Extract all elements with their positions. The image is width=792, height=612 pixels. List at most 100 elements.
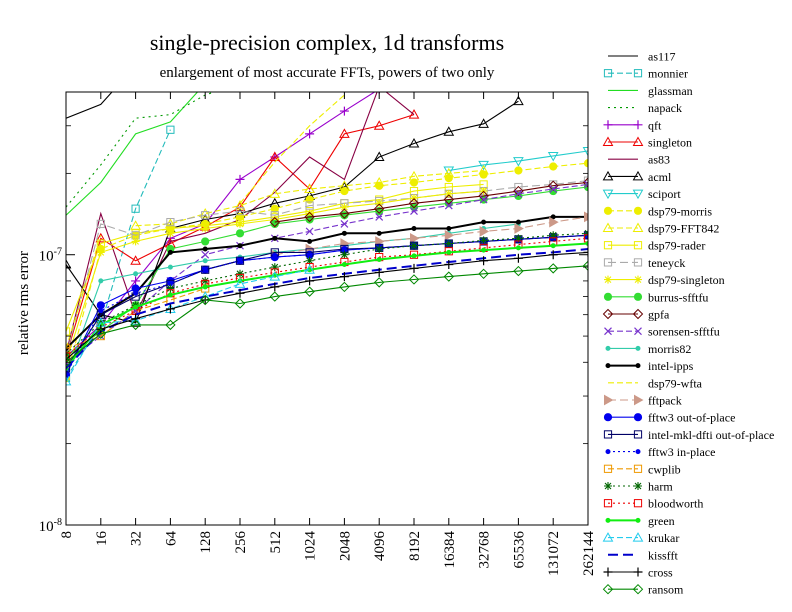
x-tick-label: 1024 (303, 531, 319, 562)
data-point-intel-ipps (272, 235, 278, 241)
data-point-dsp79-singleton (131, 237, 140, 246)
data-point-singleton (95, 232, 107, 243)
data-point-dsp79-morris (305, 195, 314, 204)
data-point-sorensen-sfftfu (410, 207, 418, 216)
data-point-dsp79-rader (96, 239, 105, 248)
legend-marker (633, 464, 643, 473)
data-point-gpfa (513, 185, 524, 197)
legend-marker (602, 308, 614, 320)
data-point-dsp79-fft842 (443, 167, 455, 178)
legend-marker (605, 363, 611, 369)
data-point-ransom (269, 291, 281, 302)
x-tick-label: 32768 (477, 531, 493, 569)
legend-label: qft (648, 118, 662, 132)
legend-entry-dsp79-fft842: dsp79-FFT842 (602, 222, 719, 236)
legend-entry-fftw3-in-place: fftw3 in-place (605, 445, 715, 459)
legend-label: bloodworth (648, 497, 703, 511)
legend-entry-dsp79-morris: dsp79-morris (603, 204, 712, 218)
series-napack (66, 92, 217, 208)
data-point-green (202, 284, 208, 290)
legend-marker (634, 275, 642, 284)
data-point-acml (478, 118, 489, 128)
data-point-harm (375, 244, 384, 253)
data-point-dsp79-singleton (201, 224, 210, 233)
legend-marker (602, 189, 614, 200)
data-point-teneyck (166, 218, 175, 227)
data-point-sciport (478, 160, 489, 171)
data-point-dsp79-morris (340, 186, 349, 196)
data-point-ransom (130, 319, 141, 331)
legend-label: fftw3 in-place (648, 445, 715, 459)
data-point-dsp79-singleton (236, 219, 244, 228)
series-group (66, 92, 588, 386)
series-line-dsp79-wfta (239, 94, 345, 204)
x-tick-label: 64 (163, 531, 179, 547)
legend-marker (602, 583, 614, 595)
x-tick-label: 262144 (581, 531, 597, 577)
series-kissfft (66, 248, 588, 369)
legend-marker (603, 258, 613, 267)
legend-marker (633, 120, 643, 130)
legend-entry-cross: cross (603, 566, 673, 580)
data-point-intel-ipps (167, 249, 173, 255)
legend-marker (603, 241, 613, 250)
data-point-sciport (443, 166, 455, 176)
data-point-intel-ipps (481, 219, 487, 225)
data-point-intel-ipps (446, 226, 452, 232)
data-point-intel-mkl-dfti-out-of-place (235, 256, 245, 265)
legend-marker (635, 449, 641, 455)
data-point-intel-ipps (341, 230, 347, 236)
data-point-dsp79-fft842 (408, 170, 420, 181)
x-tick-label: 128 (198, 531, 214, 554)
legend-entry-sciport: sciport (602, 187, 681, 201)
series-line-dsp79-wfta (66, 235, 102, 349)
data-point-cross (235, 288, 245, 298)
series-line-teneyck (66, 180, 588, 357)
x-tick-label: 16384 (442, 531, 458, 569)
data-point-green (515, 245, 521, 251)
legend-label: as117 (648, 50, 676, 64)
data-point-burrus-sfftfu (235, 229, 245, 238)
data-point-krukar (269, 271, 281, 281)
data-point-morris82 (133, 271, 139, 277)
legend-label: intel-mkl-dfti out-of-place (648, 428, 774, 442)
data-point-fftpack (479, 226, 490, 237)
data-point-monnier (131, 204, 140, 213)
data-point-acml (373, 151, 385, 161)
legend-marker (633, 567, 643, 577)
data-point-intel-mkl-dfti-out-of-place (201, 265, 210, 274)
legend-marker (602, 532, 614, 542)
legend-marker (632, 136, 644, 146)
legend-marker (635, 517, 641, 523)
legend-marker (633, 69, 643, 78)
data-point-green (411, 253, 417, 259)
legend-entry-dsp79-singleton: dsp79-singleton (604, 273, 725, 287)
legend: as117 monnier glassman napack qft singleton as… (602, 50, 774, 597)
data-point-fftw3-in-place (133, 290, 139, 296)
data-point-fftw3-in-place (272, 254, 278, 260)
data-point-qft (305, 129, 315, 139)
data-point-harm (410, 241, 418, 250)
legend-marker (602, 170, 614, 181)
legend-entry-dsp79-wfta: dsp79-wfta (608, 376, 703, 390)
data-point-green (341, 262, 347, 268)
legend-label: krukar (648, 531, 679, 545)
data-point-ransom (547, 263, 559, 274)
data-point-gpfa (443, 194, 455, 205)
data-point-morris82 (167, 264, 173, 270)
legend-label: burrus-sfftfu (648, 290, 708, 304)
series-line-burrus-sfftfu (66, 186, 588, 358)
data-point-acml (443, 126, 455, 136)
legend-label: acml (648, 170, 672, 184)
x-tick-label: 512 (268, 531, 284, 554)
legend-label: cross (648, 566, 673, 580)
data-point-cross (444, 260, 454, 270)
data-point-dsp79-morris (514, 166, 523, 175)
legend-marker (603, 292, 613, 301)
data-point-green (481, 247, 487, 253)
legend-label: as83 (648, 153, 670, 167)
data-point-sorensen-sfftfu (479, 195, 488, 204)
x-tick-label: 4096 (372, 531, 388, 562)
legend-marker (632, 583, 644, 595)
data-point-ransom (513, 265, 524, 277)
